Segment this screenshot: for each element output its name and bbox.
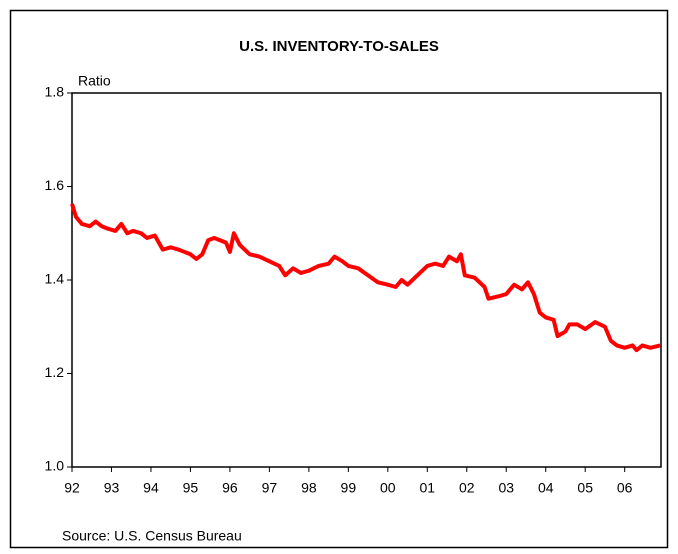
- x-tick-label: 05: [577, 480, 593, 496]
- x-tick-label: 06: [617, 480, 633, 496]
- x-tick-label: 01: [420, 480, 436, 496]
- y-tick-label: 1.6: [45, 177, 65, 193]
- x-tick-label: 98: [301, 480, 317, 496]
- x-tick-label: 94: [143, 480, 159, 496]
- x-tick-label: 04: [538, 480, 554, 496]
- y-axis-label: Ratio: [78, 73, 111, 89]
- x-tick-label: 95: [183, 480, 199, 496]
- y-tick-label: 1.0: [45, 458, 65, 474]
- y-tick-label: 1.8: [45, 84, 65, 100]
- x-tick-label: 03: [498, 480, 514, 496]
- chart-title: U.S. INVENTORY-TO-SALES: [239, 38, 439, 55]
- frame: [9, 9, 669, 549]
- source: Source: U.S. Census Bureau: [62, 528, 242, 544]
- x-tick-label: 00: [380, 480, 396, 496]
- y-tick-label: 1.4: [45, 271, 65, 287]
- x-tick-label: 93: [104, 480, 120, 496]
- x-tick-label: 92: [64, 480, 80, 496]
- x-tick-label: 02: [459, 480, 475, 496]
- x-tick-label: 96: [222, 480, 238, 496]
- x-tick-label: 99: [341, 480, 357, 496]
- y-tick-label: 1.2: [45, 364, 65, 380]
- x-tick-label: 97: [262, 480, 278, 496]
- data-line: [70, 203, 661, 353]
